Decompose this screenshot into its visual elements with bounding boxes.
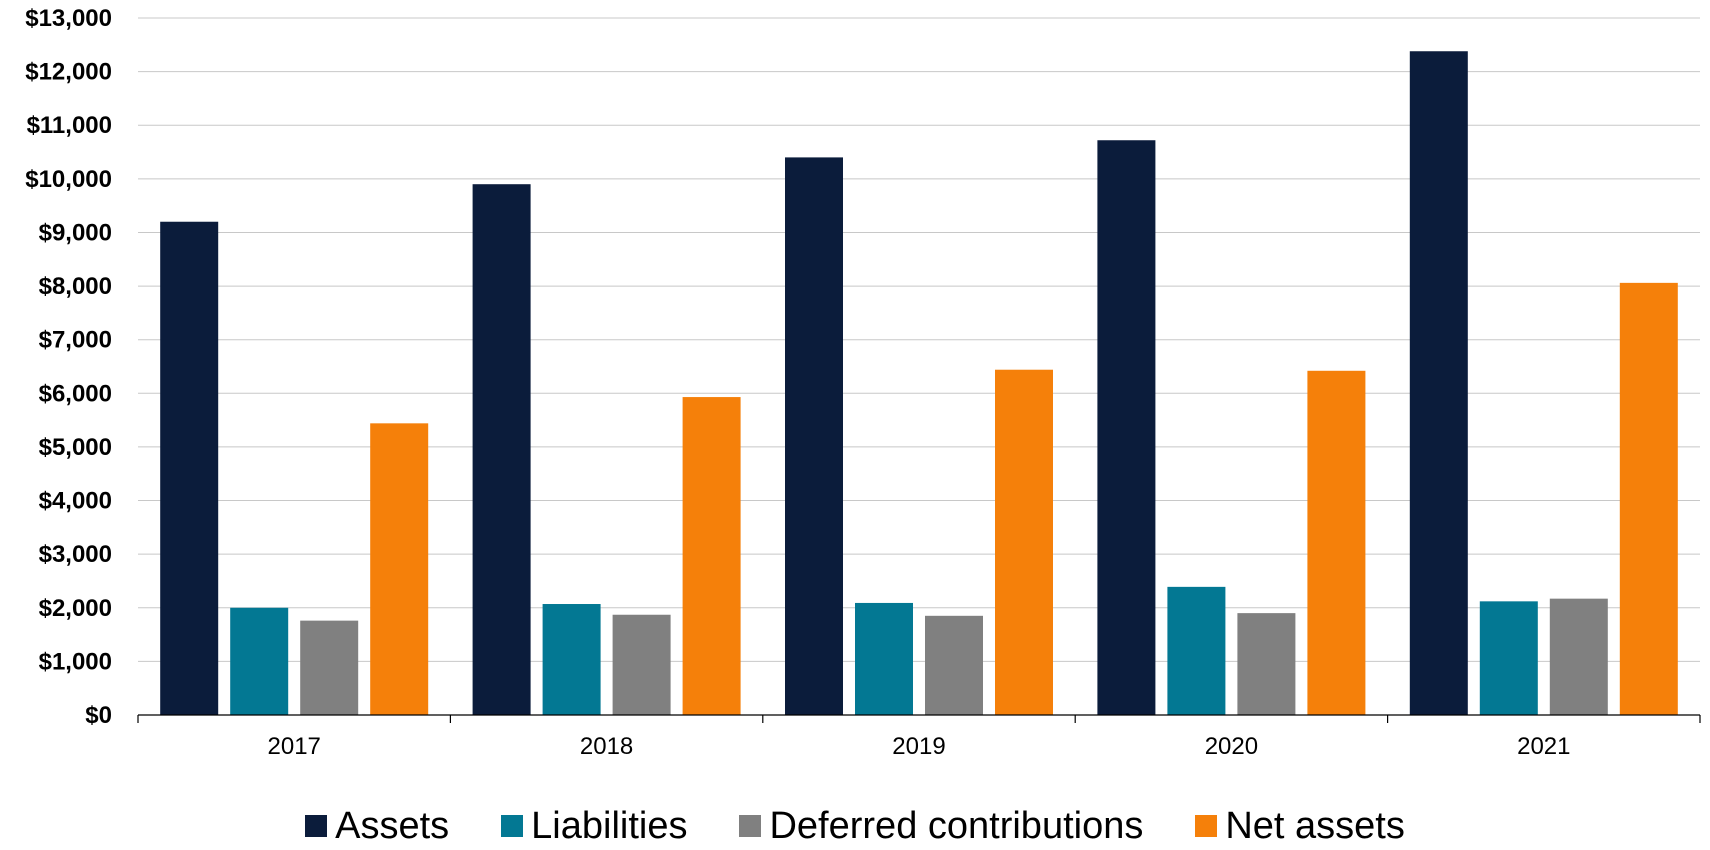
legend-swatch: [305, 815, 328, 837]
y-tick-label: $11,000: [27, 112, 112, 139]
x-tick-label: 2019: [892, 733, 945, 760]
bar-assets-2020: [1097, 140, 1156, 716]
legend-item: Assets: [305, 804, 449, 848]
legend: Assets Liabilities Deferred contributions N…: [0, 804, 1710, 848]
y-tick-label: $5,000: [39, 434, 112, 461]
bar-chart: $0 $1,000 $2,000 $3,000 $4,000 $5,000 $6,000 $7…: [25, 5, 1701, 760]
y-tick-label: $2,000: [39, 595, 112, 622]
bar-assets-2021: [1409, 51, 1468, 716]
legend-swatch: [739, 815, 762, 837]
legend-item: Liabilities: [501, 804, 687, 848]
x-tick-label: 2021: [1517, 733, 1570, 760]
y-tick-label: $3,000: [39, 541, 112, 568]
bar-net-assets-2021: [1619, 282, 1678, 715]
bar-net-assets-2018: [682, 397, 741, 715]
legend-item: Net assets: [1195, 804, 1405, 848]
y-tick-label: $12,000: [25, 59, 112, 86]
bar-net-assets-2020: [1307, 370, 1366, 715]
y-axis-ticks: $0 $1,000 $2,000 $3,000 $4,000 $5,000 $6,000 $7…: [25, 5, 112, 729]
bar-deferred-contributions-2019: [925, 615, 983, 715]
y-tick-label: $4,000: [39, 488, 112, 515]
bar-deferred-contributions-2021: [1549, 598, 1608, 715]
bar-liabilities-2021: [1479, 601, 1538, 715]
y-tick-label: $6,000: [39, 380, 112, 407]
y-tick-label: $10,000: [25, 166, 112, 193]
x-tick-label: 2017: [268, 733, 321, 760]
x-axis-ticks: 2017 2018 2019 2020 2021: [268, 733, 1571, 760]
bar-net-assets-2019: [995, 369, 1053, 715]
legend-label: Net assets: [1225, 805, 1405, 847]
y-tick-label: $13,000: [25, 5, 112, 32]
bar-liabilities-2018: [542, 604, 601, 715]
y-tick-label: $9,000: [39, 219, 112, 246]
legend-label: Assets: [335, 805, 450, 847]
y-tick-label: $7,000: [39, 327, 112, 354]
bar-assets-2017: [160, 221, 219, 715]
legend-swatch: [501, 815, 524, 837]
bar-liabilities-2020: [1167, 586, 1226, 715]
bar-deferred-contributions-2018: [612, 614, 671, 715]
legend-swatch: [1195, 815, 1218, 837]
bar-liabilities-2017: [230, 607, 289, 715]
bar-deferred-contributions-2017: [300, 620, 359, 715]
legend-label: Liabilities: [531, 805, 688, 847]
x-tick-label: 2020: [1205, 733, 1258, 760]
axes: [137, 714, 1701, 723]
bar-deferred-contributions-2020: [1237, 613, 1296, 715]
bar-assets-2019: [785, 157, 843, 715]
bars: [160, 51, 1678, 716]
x-tick-label: 2018: [580, 733, 633, 760]
legend-label: Deferred contributions: [769, 805, 1144, 847]
y-tick-label: $8,000: [39, 273, 112, 300]
y-tick-label: $1,000: [39, 648, 112, 675]
bar-net-assets-2017: [370, 423, 429, 715]
bar-assets-2018: [472, 184, 531, 715]
bar-liabilities-2019: [855, 602, 913, 715]
legend-item: Deferred contributions: [739, 804, 1143, 848]
y-tick-label: $0: [85, 702, 112, 729]
